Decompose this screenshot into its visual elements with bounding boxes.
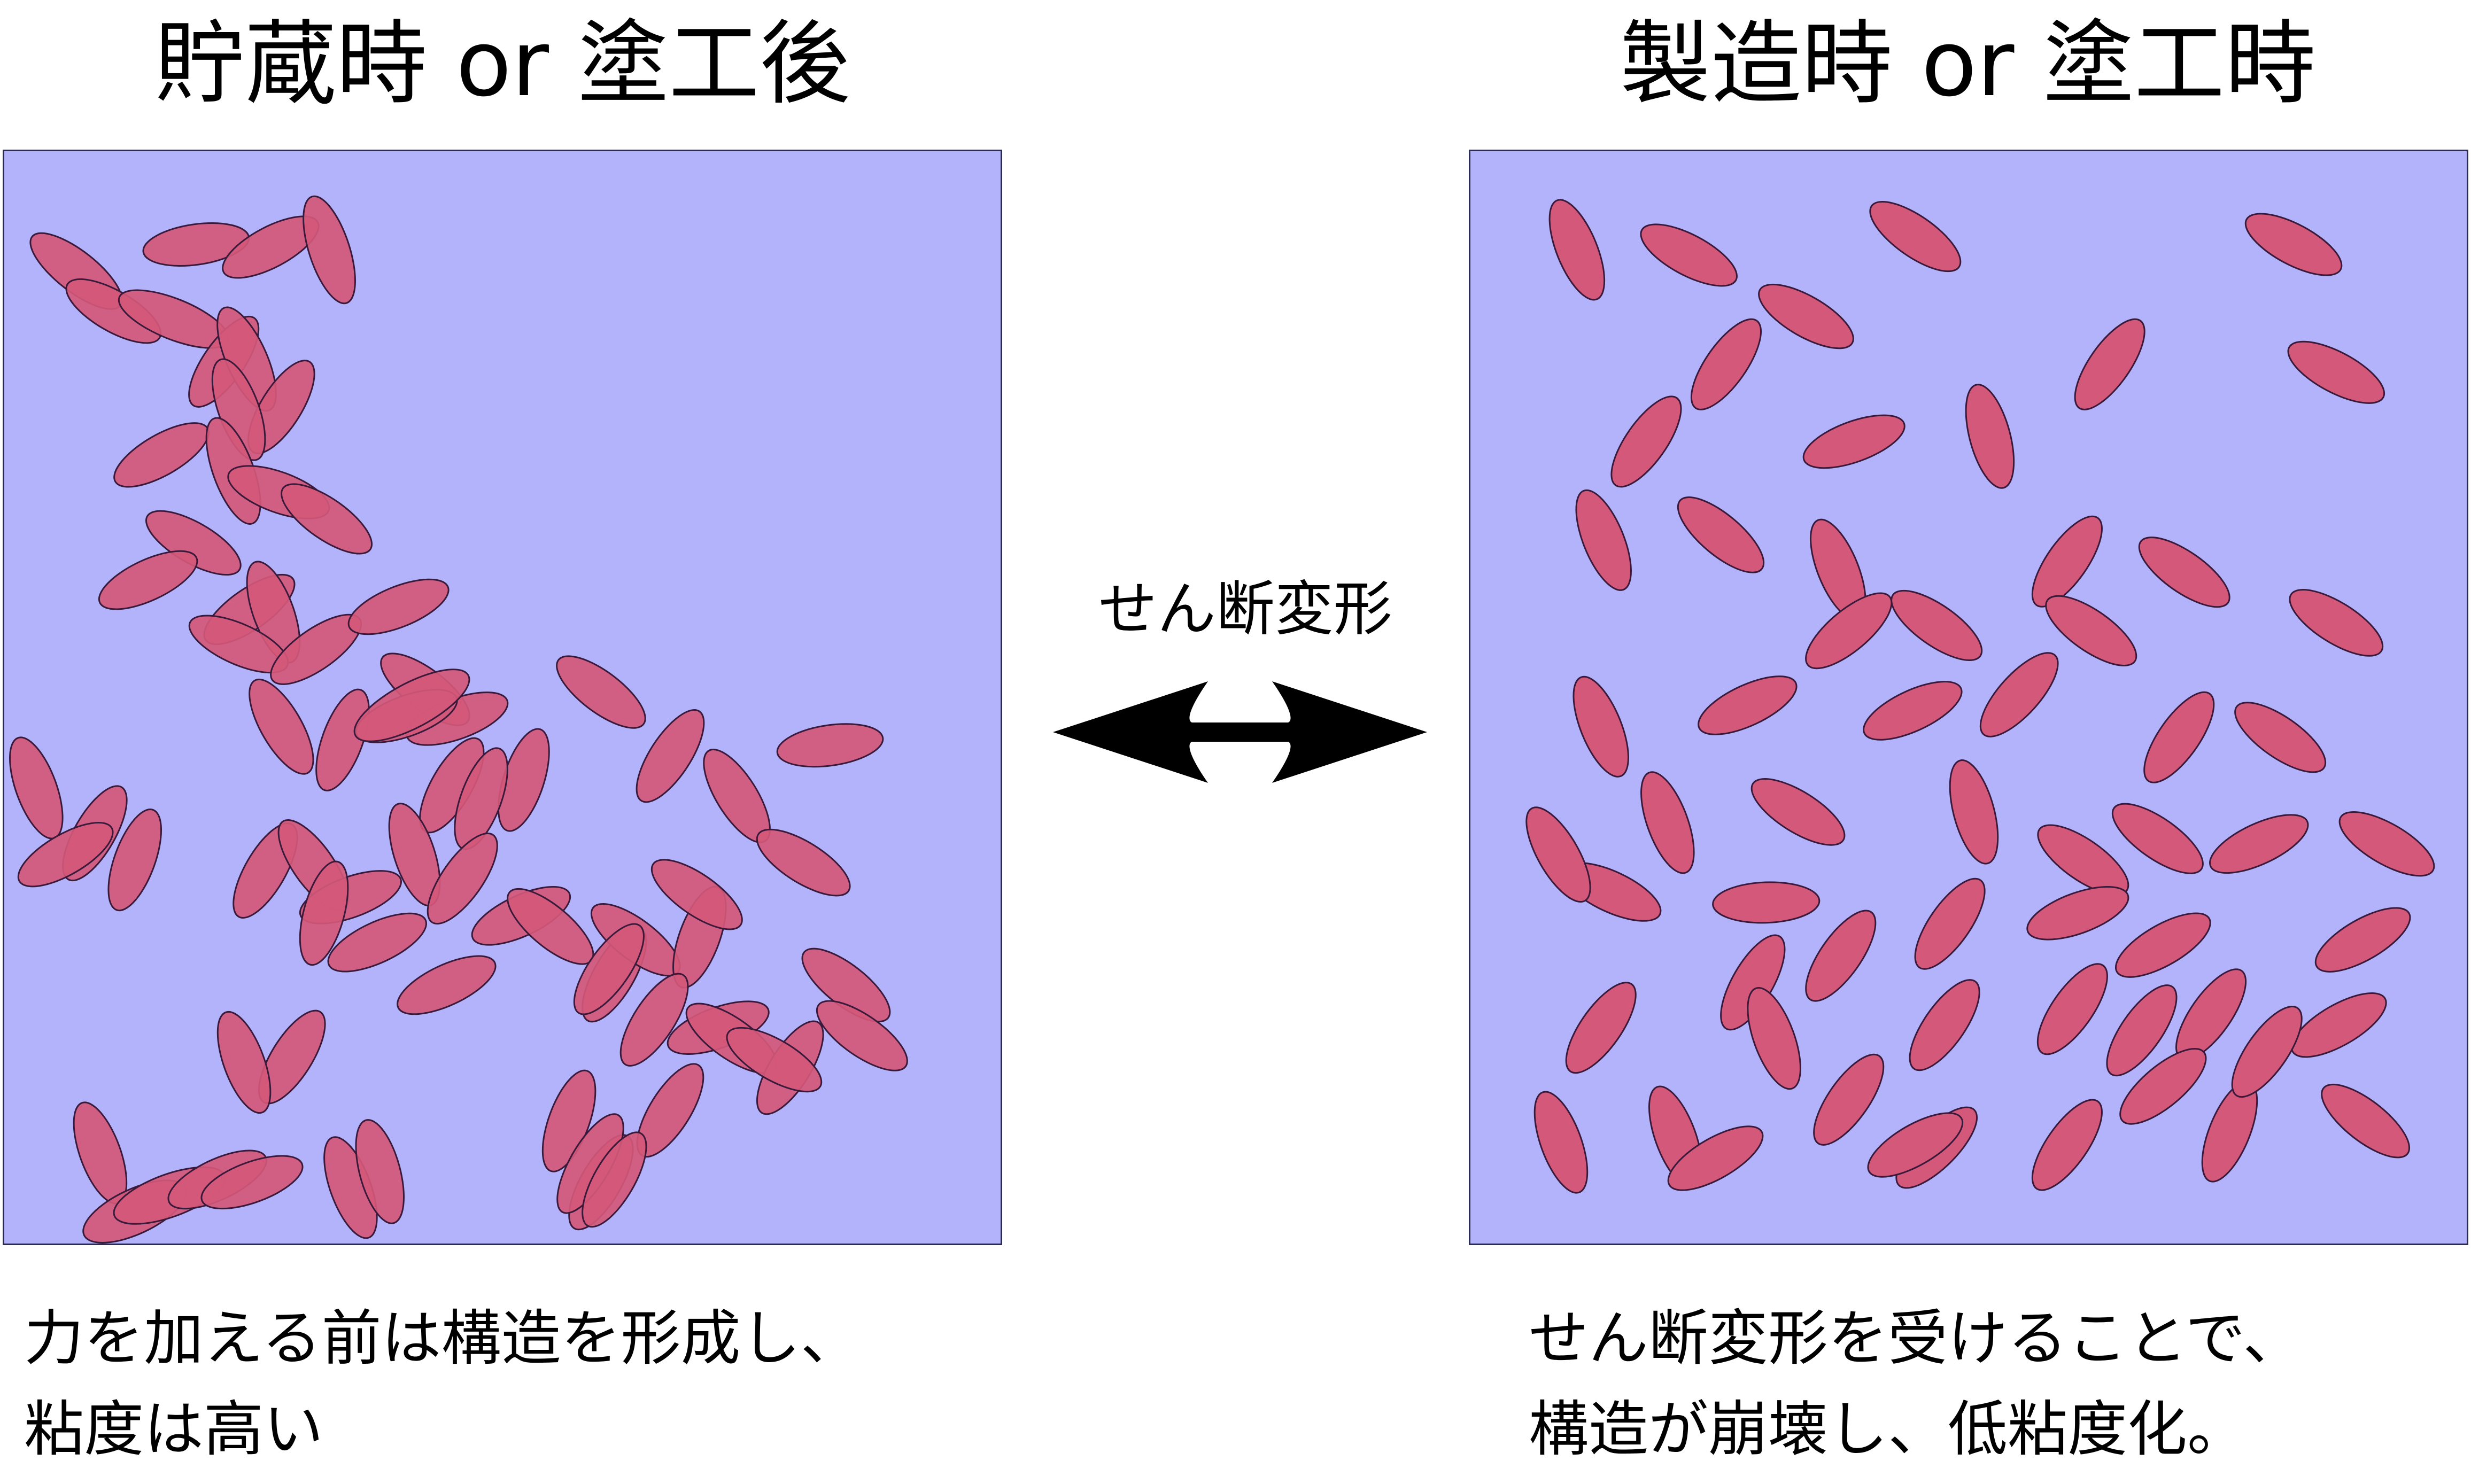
aggregated-particle	[582, 1131, 647, 1228]
aggregated-particle	[249, 678, 314, 775]
aggregated-particle	[650, 859, 743, 930]
double-headed-arrow-icon	[1053, 681, 1427, 783]
dispersed-particle	[2031, 515, 2103, 608]
aggregated-particle	[347, 578, 450, 635]
aggregated-particle	[17, 821, 114, 888]
aggregated-particle	[299, 860, 349, 966]
dispersed-particle	[2045, 595, 2137, 666]
aggregated-particle	[355, 1119, 405, 1224]
dispersed-particle	[1610, 395, 1682, 488]
dispersed-particle	[1750, 778, 1846, 846]
dispersed-particle	[1698, 675, 1798, 735]
dispersed-particle	[1640, 223, 1738, 287]
structured-particle-network	[9, 195, 908, 1244]
dispersed-particle	[1667, 1125, 1764, 1191]
dispersed-particle	[1573, 675, 1629, 778]
structured-state-panel	[3, 150, 1002, 1245]
dispersed-particle	[1533, 1091, 1589, 1194]
aggregated-particle	[281, 483, 373, 555]
aggregated-particle	[216, 1011, 272, 1114]
double-headed-arrow-shape	[1053, 681, 1427, 783]
aggregated-particle	[636, 709, 705, 803]
dispersed-particle	[2321, 1083, 2411, 1159]
right-caption: せん断変形を受けることで、 構造が崩壊し、低粘度化。	[1529, 1293, 2303, 1475]
aggregated-particle	[98, 550, 198, 610]
aggregated-particle	[327, 912, 427, 973]
dispersed-particle	[2289, 589, 2384, 657]
dispersed-particle	[1712, 881, 1821, 924]
dispersed-particle	[1805, 592, 1893, 670]
dispersed-particle	[1677, 496, 1765, 573]
dispersed-particle	[1802, 414, 1905, 469]
dispersed-particle	[2231, 1006, 2303, 1098]
dispersed-particle	[1747, 987, 1801, 1090]
dispersed-particle	[2244, 213, 2343, 276]
aggregated-particle	[776, 723, 884, 768]
dispersed-particle	[2036, 963, 2108, 1055]
aggregated-particle	[427, 832, 498, 925]
left-caption-line-2: 粘度は高い	[24, 1395, 323, 1464]
aggregated-particle	[573, 923, 645, 1015]
dispersed-particles	[1525, 199, 2435, 1194]
dispersed-particle	[1548, 199, 1606, 301]
right-panel-title: 製造時 or 塗工時	[1620, 11, 2316, 117]
dispersed-particle	[2031, 1099, 2103, 1191]
dispersed-particle	[1867, 1112, 1964, 1178]
aggregated-particle	[9, 736, 64, 840]
aggregated-particle	[113, 422, 210, 488]
dispersed-particle	[1575, 489, 1632, 591]
left-caption-line-1: 力を加える前は構造を形成し、	[24, 1304, 861, 1373]
dispersed-particle	[1909, 979, 1980, 1071]
shear-deformation-label: せん断変形	[1098, 575, 1392, 643]
dispersed-particle	[2074, 318, 2145, 410]
dispersed-particle	[1565, 982, 1637, 1074]
aggregated-particle	[726, 1027, 823, 1093]
dispersed-particle	[1891, 589, 1983, 661]
dispersed-particle	[2143, 691, 2215, 783]
aggregated-particle	[556, 655, 646, 729]
aggregated-particle	[211, 358, 266, 461]
dispersed-particle	[2338, 811, 2435, 877]
dispersed-particle	[2037, 824, 2129, 896]
dispersed-particle	[2114, 912, 2211, 978]
left-panel-title: 貯蔵時 or 塗工後	[154, 11, 850, 117]
aggregated-particle	[756, 828, 851, 897]
aggregated-particle	[816, 1000, 908, 1071]
dispersed-state-panel	[1469, 150, 2468, 1245]
dispersed-particle	[1949, 759, 1999, 865]
dispersed-particle	[2138, 537, 2230, 608]
dispersed-particle	[1813, 1053, 1885, 1146]
aggregated-particle	[303, 195, 356, 305]
aggregated-particle	[541, 1069, 597, 1172]
dispersed-particle	[1690, 318, 1762, 410]
dispersed-particle	[1869, 200, 1962, 273]
dispersed-particle	[2287, 340, 2385, 404]
dispersed-particle	[2119, 1048, 2207, 1125]
dispersed-particle	[2026, 886, 2129, 941]
dispersed-particle	[2106, 984, 2178, 1077]
dispersed-particle	[2314, 907, 2411, 973]
aggregated-particle	[353, 669, 470, 742]
dispersed-particle	[2111, 803, 2204, 874]
aggregated-particle	[107, 809, 162, 912]
dispersed-particle	[1805, 910, 1877, 1002]
right-caption-line-1: せん断変形を受けることで、	[1529, 1304, 2303, 1373]
dispersed-particle	[1525, 806, 1591, 903]
dispersed-particle	[1640, 771, 1695, 874]
dispersed-particle	[2234, 702, 2327, 773]
dispersed-particle	[2209, 814, 2309, 874]
dispersed-particle	[1965, 384, 2015, 489]
aggregated-particle	[200, 1155, 304, 1210]
left-caption: 力を加える前は構造を形成し、 粘度は高い	[24, 1293, 861, 1475]
dispersed-particle	[2290, 992, 2387, 1058]
dispersed-particle	[1979, 652, 2059, 737]
dispersed-particle	[1758, 283, 1854, 349]
aggregated-particle	[397, 955, 497, 1015]
aggregated-particle	[315, 688, 370, 791]
right-caption-line-2: 構造が崩壊し、低粘度化。	[1529, 1395, 2247, 1464]
aggregated-particle	[619, 973, 689, 1067]
dispersed-particle	[1914, 877, 1986, 970]
dispersed-particle	[1863, 681, 1963, 741]
